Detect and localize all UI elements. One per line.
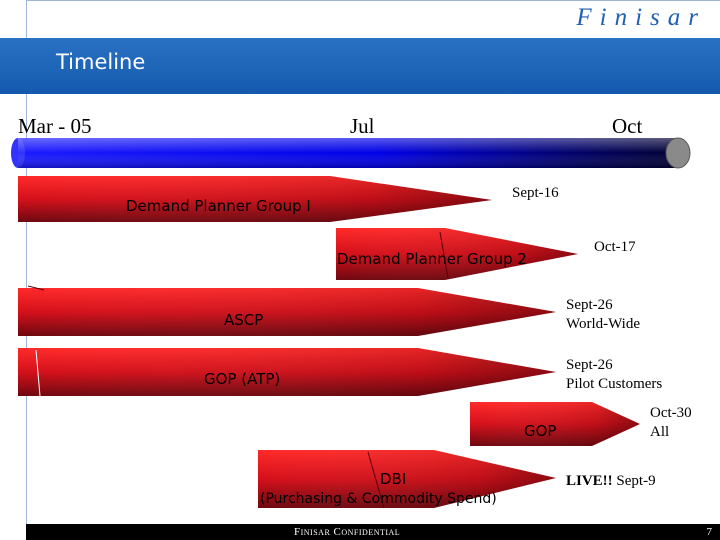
milestone-scope-ascp: World-Wide [566,316,640,332]
milestone-date-gop: Oct-30 [650,405,692,421]
milestone-arrow-3 [18,285,556,336]
month-label-jul: Jul [350,114,375,138]
page-number: 7 [706,526,713,538]
milestone-label-dpg1: Demand Planner Group I [126,197,311,215]
footer-bar: Finisar Confidential 7 [26,524,720,540]
title-band: Timeline [0,38,720,94]
milestone-date-dbi: LIVE!! Sept-9 [566,472,656,491]
milestone-date-dpg1: Sept-16 [512,185,559,201]
milestone-label-dbi-scope: (Purchasing & Commodity Spend) [260,491,497,507]
milestone-arrow-6 [258,450,556,509]
page-title: Timeline [56,50,146,74]
milestone-date-dpg2: Oct-17 [594,239,636,255]
timeline-bar [11,137,691,169]
header-left-rule [26,0,27,38]
live-badge: LIVE!! [566,473,613,489]
milestone-label-ascp: ASCP [224,311,264,329]
header-top-rule [26,0,720,1]
milestone-label-dbi: DBI [380,470,407,488]
milestone-arrow-5 [470,402,640,446]
month-label-oct: Oct [612,114,643,138]
milestone-arrow-1 [18,176,492,222]
milestone-label-dpg2: Demand Planner Group 2 [337,250,527,268]
milestone-date-gop-atp: Sept-26 [566,357,613,373]
month-label-mar: Mar - 05 [18,114,92,138]
footer-confidential: Finisar Confidential [294,526,401,538]
milestone-scope-gop: All [650,424,670,440]
milestone-date-dbi-value: Sept-9 [616,473,656,489]
milestone-arrow-4 [18,348,556,397]
milestone-label-gop: GOP [524,422,557,440]
milestone-label-gop-atp: GOP (ATP) [204,370,281,388]
milestone-date-ascp: Sept-26 [566,297,613,313]
milestone-arrow-2 [336,228,578,280]
brand-logo: Finisar [576,4,706,31]
milestone-scope-gop-atp: Pilot Customers [566,376,663,392]
